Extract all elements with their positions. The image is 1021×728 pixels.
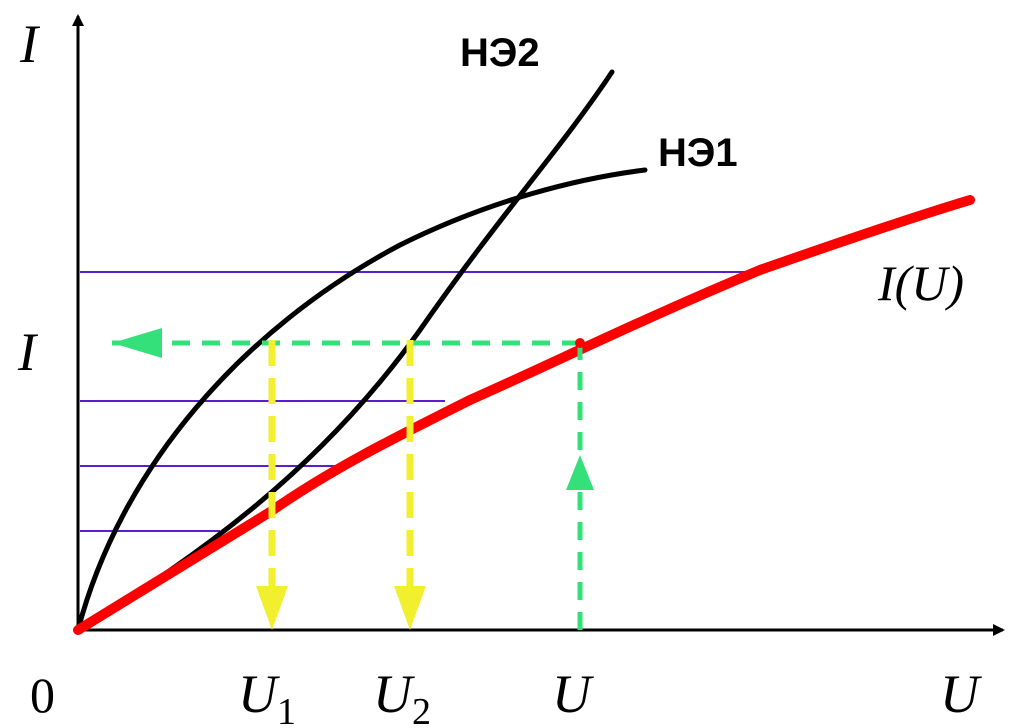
voltage-arrow-up	[566, 455, 594, 490]
u1-arrow-down	[256, 586, 288, 630]
operating-point	[575, 338, 585, 348]
y-axis-label: I	[19, 14, 41, 74]
current-projection	[110, 328, 594, 630]
current-arrow-left	[112, 328, 162, 358]
curve-iu-label: I(U)	[877, 255, 964, 311]
u2-arrow-down	[394, 586, 426, 630]
voltage-drops	[256, 340, 426, 630]
origin-label: 0	[30, 667, 55, 723]
current-level-label: I	[17, 322, 39, 382]
u2-subscript: 2	[412, 691, 431, 728]
x-axis-label: U	[940, 664, 982, 724]
u2-letter: U	[373, 664, 415, 724]
u1-subscript: 1	[277, 691, 296, 728]
curve-ne2-label: НЭ2	[460, 31, 540, 75]
curve-ne1-label: НЭ1	[658, 131, 738, 175]
u1-letter: U	[238, 664, 280, 724]
curve-ne1	[75, 167, 648, 633]
construction-lines	[80, 271, 745, 532]
u2-label: U2	[373, 664, 431, 728]
curve-sum-iu	[73, 195, 975, 635]
u1-label: U1	[238, 664, 296, 728]
total-voltage-label: U	[552, 664, 594, 724]
